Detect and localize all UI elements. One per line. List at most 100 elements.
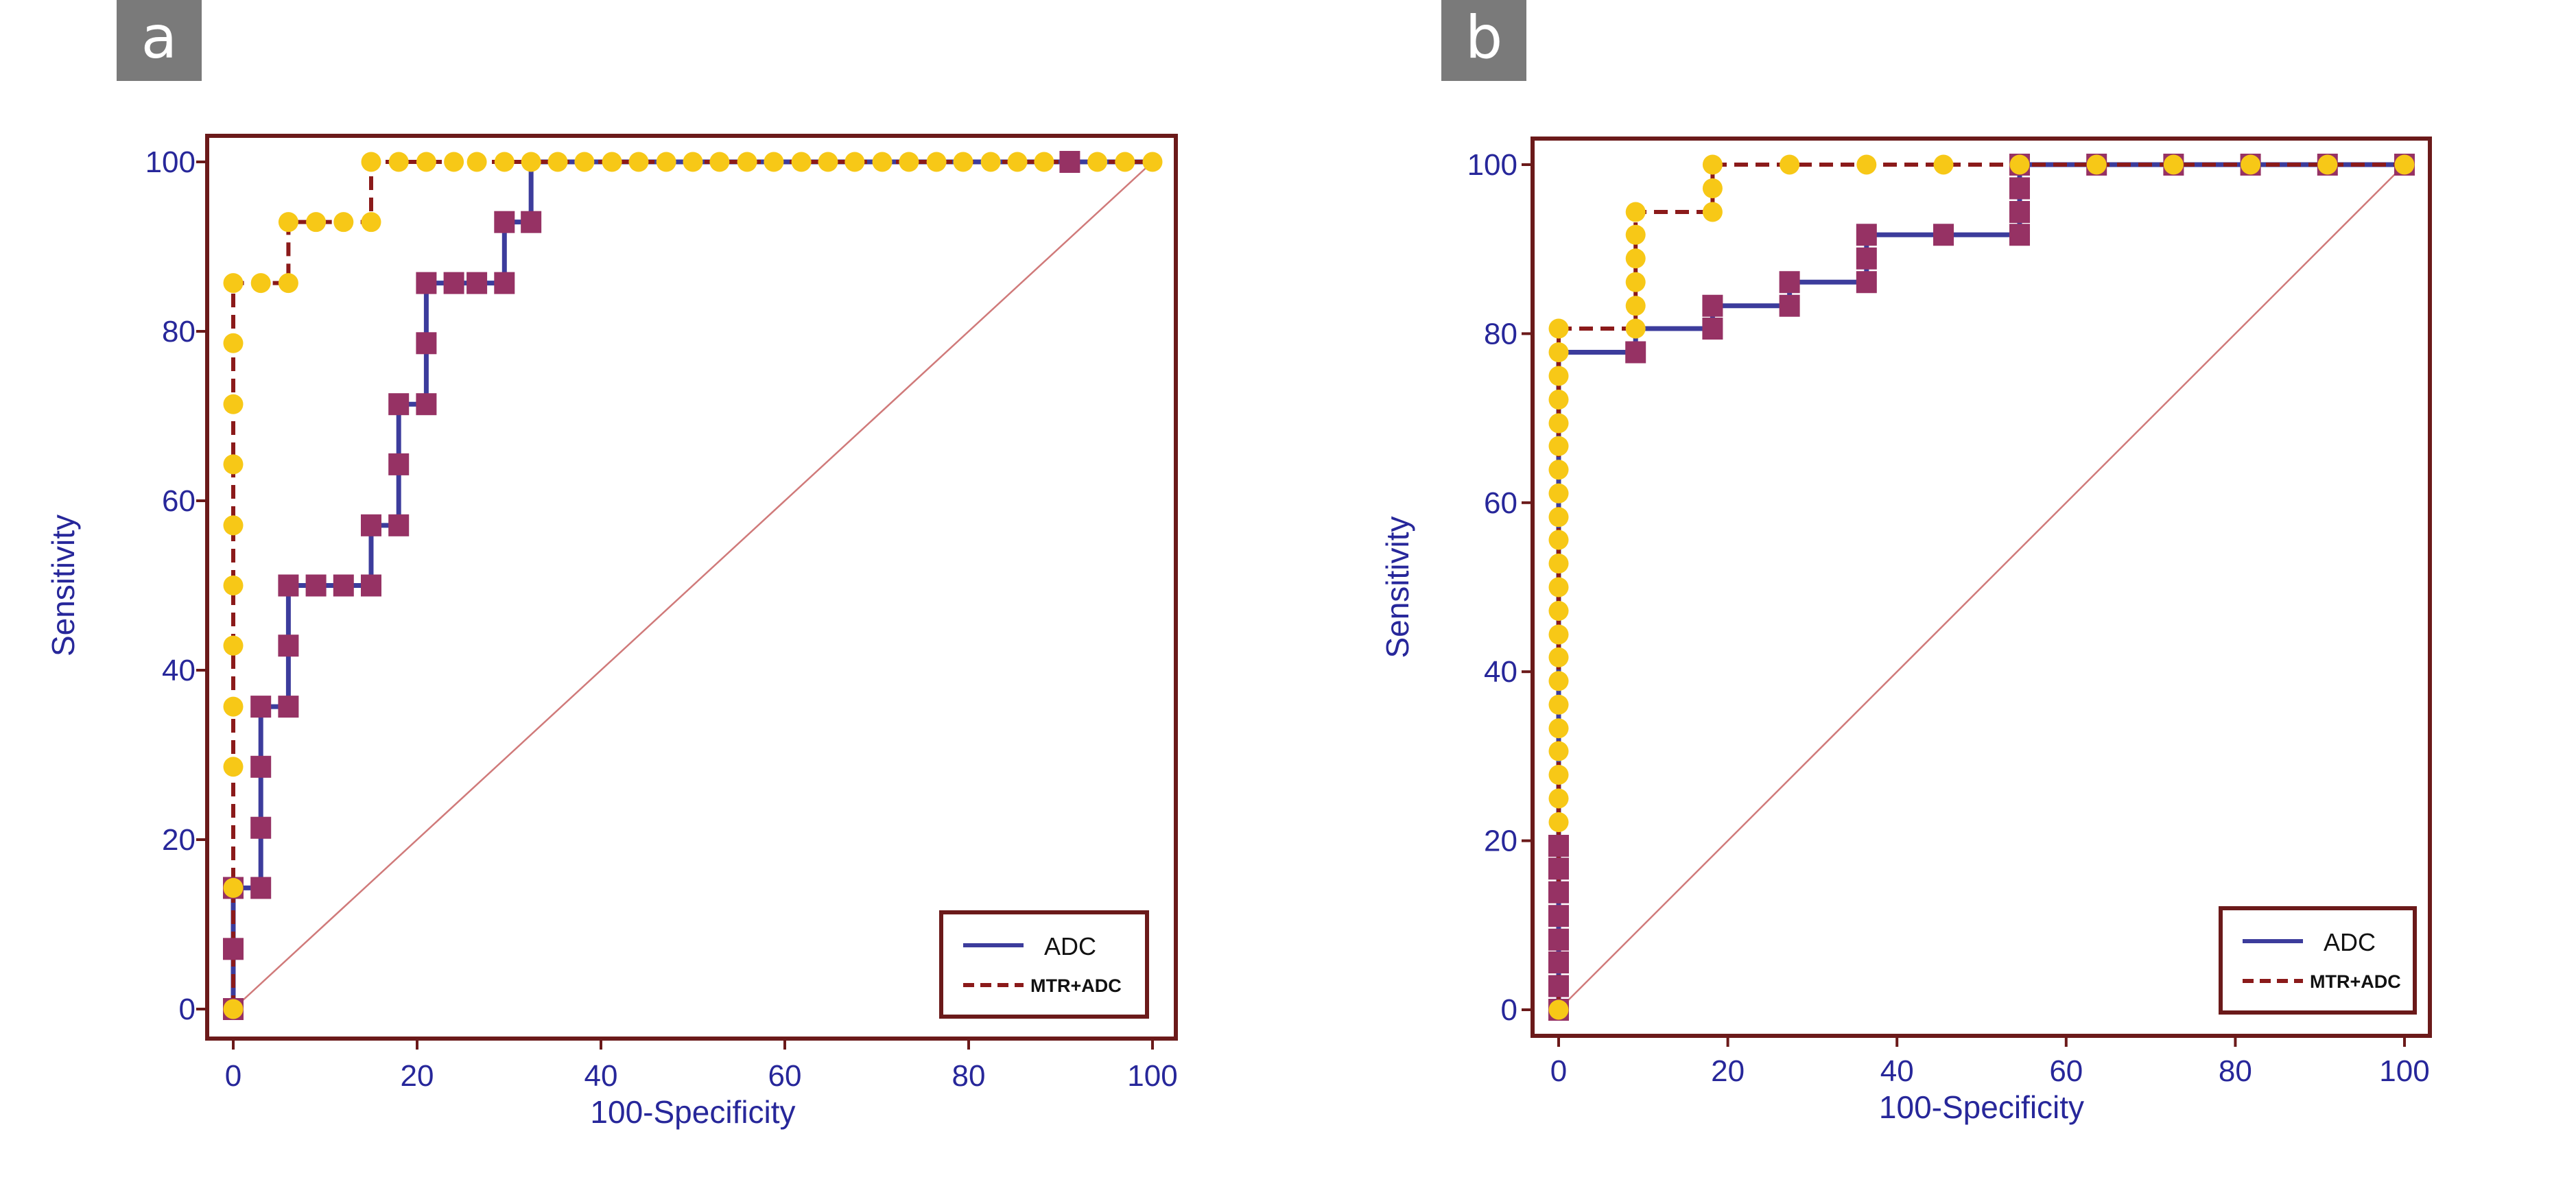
mtr-adc-marker [223, 273, 244, 294]
mtr-adc-marker [1548, 999, 1569, 1020]
adc-marker [416, 393, 437, 416]
mtr-adc-marker [223, 877, 244, 898]
mtr-adc-marker [926, 152, 947, 172]
mtr-adc-marker [1625, 202, 1646, 222]
y-axis-ticks: 0 20 40 60 80 100 [1467, 148, 1533, 1027]
adc-marker [388, 514, 410, 536]
y-tick-label: 40 [162, 654, 196, 687]
mtr-adc-marker [466, 152, 487, 172]
adc-marker [466, 272, 488, 294]
mtr-adc-marker [818, 152, 838, 172]
panel-a: a 0 20 40 60 80 100 0 20 40 60 80 100 100-Specificity… [45, 0, 1178, 1130]
mtr-adc-marker [1702, 202, 1723, 222]
legend-adc-label: ADC [2324, 928, 2376, 956]
adc-marker [250, 696, 272, 718]
legend-box [939, 910, 1149, 1019]
mtr-adc-marker [2009, 154, 2030, 175]
mtr-adc-marker [223, 454, 244, 475]
panel-b: b 0 20 40 60 80 100 0 20 40 60 80 100 100-Specificity… [1380, 0, 2432, 1125]
plot-frame [1531, 137, 2432, 1038]
mtr-adc-marker [1548, 741, 1569, 761]
adc-marker [2009, 224, 2030, 246]
legend-mtr-adc-label: MTR+ADC [1030, 975, 1122, 996]
mtr-adc-marker [2394, 154, 2415, 175]
mtr-adc-marker [223, 696, 244, 717]
adc-marker [250, 877, 272, 899]
adc-marker [361, 574, 381, 597]
mtr-adc-marker [791, 152, 812, 172]
adc-marker [1933, 224, 1954, 246]
mtr-adc-marker [628, 152, 649, 172]
mtr-adc-marker [1548, 600, 1569, 621]
x-tick-label: 40 [584, 1059, 618, 1093]
mtr-adc-markers [1548, 154, 2415, 1020]
mtr-adc-marker [1625, 318, 1646, 339]
mtr-adc-marker [223, 333, 244, 353]
adc-marker [494, 272, 515, 294]
mtr-adc-marker [223, 515, 244, 536]
adc-marker [1548, 951, 1569, 974]
y-tick-label: 100 [1467, 148, 1517, 182]
x-tick-label: 80 [952, 1059, 986, 1093]
legend: ADC MTR+ADC [939, 910, 1149, 1019]
y-tick-label: 60 [1484, 486, 1517, 520]
adc-marker [1856, 224, 1877, 246]
mtr-adc-marker [1625, 248, 1646, 269]
plot-frame [205, 134, 1178, 1041]
mtr-adc-marker [1548, 671, 1569, 691]
mtr-adc-marker [1548, 342, 1569, 363]
mtr-adc-marker [1548, 694, 1569, 715]
adc-marker [305, 574, 327, 597]
mtr-adc-marker [1548, 436, 1569, 456]
reference-diagonal [233, 161, 1153, 1010]
adc-marker [333, 574, 354, 597]
mtr-adc-marker [333, 212, 354, 233]
mtr-adc-marker [602, 152, 622, 172]
mtr-adc-marker [306, 212, 327, 233]
mtr-adc-marker [1933, 154, 1954, 175]
x-tick-label: 80 [2219, 1054, 2252, 1088]
mtr-adc-marker [1548, 647, 1569, 667]
mtr-adc-marker [1548, 577, 1569, 597]
mtr-adc-marker [494, 152, 515, 172]
mtr-adc-marker [2241, 154, 2261, 175]
adc-marker [1702, 318, 1723, 340]
mtr-adc-marker [223, 394, 244, 414]
mtr-adc-marker [764, 152, 784, 172]
adc-marker [1548, 928, 1569, 951]
mtr-adc-marker [1548, 624, 1569, 645]
mtr-adc-marker [1548, 530, 1569, 550]
panel-label: a [141, 3, 178, 72]
mtr-adc-marker [1548, 718, 1569, 739]
legend-mtr-adc-label: MTR+ADC [2310, 971, 2401, 992]
adc-marker [278, 635, 299, 657]
adc-marker [250, 755, 272, 778]
mtr-adc-marker [1548, 460, 1569, 480]
adc-marker [1548, 905, 1569, 927]
x-tick-label: 0 [225, 1059, 241, 1093]
mtr-adc-marker [683, 152, 703, 172]
y-tick-label: 0 [179, 993, 196, 1026]
panel-label-box [1441, 0, 1526, 81]
adc-marker [1779, 294, 1800, 317]
mtr-adc-marker [1856, 154, 1877, 175]
mtr-adc-marker [1142, 152, 1163, 172]
mtr-adc-marker [980, 152, 1001, 172]
adc-marker [1059, 151, 1080, 173]
mtr-adc-marker [1548, 812, 1569, 832]
mtr-adc-marker [1548, 554, 1569, 574]
x-tick-label: 0 [1550, 1054, 1567, 1088]
mtr-adc-marker [223, 757, 244, 777]
y-tick-label: 0 [1501, 993, 1517, 1027]
adc-marker [1548, 881, 1569, 903]
adc-marker [278, 574, 299, 597]
adc-marker [416, 272, 437, 294]
adc-marker [388, 393, 410, 416]
mtr-adc-marker [223, 576, 244, 595]
y-tick-label: 20 [1484, 825, 1517, 858]
mtr-adc-marker [1702, 178, 1723, 198]
mtr-adc-marker [2317, 154, 2338, 175]
mtr-adc-marker [1548, 366, 1569, 386]
adc-marker [494, 211, 515, 233]
